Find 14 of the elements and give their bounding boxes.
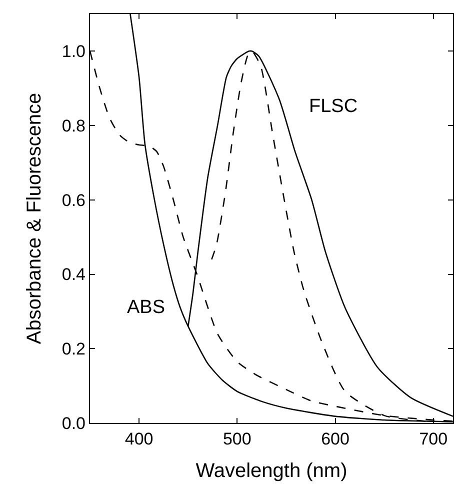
annotation: ABS bbox=[127, 297, 166, 318]
y-tick-label: 0.6 bbox=[62, 190, 86, 210]
y-tick-label: 0.2 bbox=[62, 340, 86, 359]
x-axis-title: Wavelength (nm) bbox=[196, 460, 348, 482]
x-tick-label: 500 bbox=[222, 430, 252, 448]
y-axis-title: Absorbance & Fluorescence bbox=[23, 92, 46, 344]
y-tick-label: 0.4 bbox=[62, 265, 86, 284]
y-tick-label: 0.8 bbox=[62, 116, 86, 136]
x-tick-label: 400 bbox=[124, 430, 154, 448]
annotation: FLSC bbox=[309, 96, 358, 117]
x-tick-label: 700 bbox=[419, 430, 448, 448]
y-tick-label: 1.0 bbox=[62, 42, 86, 62]
x-tick-label: 600 bbox=[321, 430, 350, 448]
y-tick-label: 0.0 bbox=[62, 414, 86, 433]
